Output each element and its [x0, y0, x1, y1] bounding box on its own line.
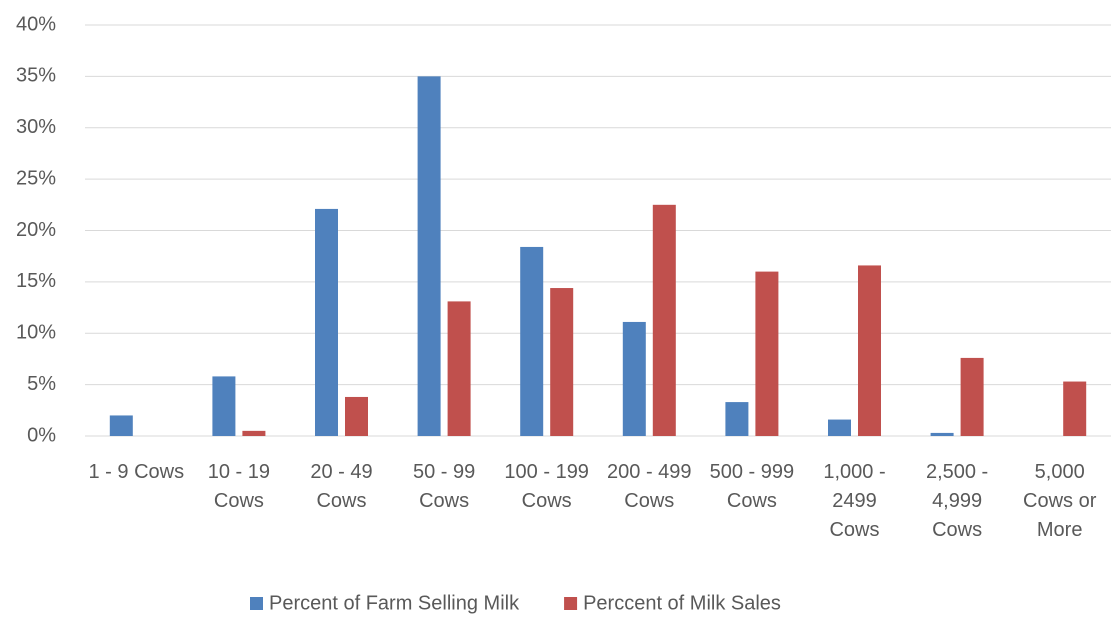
y-tick-label: 10%: [16, 322, 56, 344]
bar: [550, 288, 574, 436]
y-tick-label: 25%: [16, 167, 56, 189]
bar: [652, 204, 676, 436]
x-tick-label: 1,000 - 2499 Cows: [823, 461, 886, 541]
bar: [345, 396, 368, 436]
x-tick-label: 2,500 - 4,999 Cows: [925, 461, 989, 541]
y-tick-label: 30%: [16, 116, 56, 138]
bar: [828, 419, 851, 436]
x-tick-label: 5,000 Cows or More: [1023, 461, 1097, 541]
x-tick-label: 50 - 99 Cows: [412, 461, 476, 512]
legend-label: Percent of Farm Selling Milk: [269, 592, 520, 614]
bar: [447, 301, 471, 436]
y-tick-label: 35%: [16, 65, 56, 87]
x-tick-label: 10 - 19 Cows: [207, 461, 271, 512]
y-tick-label: 15%: [16, 270, 56, 292]
bar: [858, 265, 881, 436]
y-tick-label: 5%: [27, 373, 56, 395]
bar: [960, 357, 984, 436]
legend-label: Perccent of Milk Sales: [583, 592, 781, 614]
x-tick-label: 20 - 49 Cows: [310, 461, 373, 512]
bar: [109, 415, 133, 436]
bar: [1063, 381, 1087, 436]
bar: [725, 402, 749, 436]
bar: [622, 321, 646, 436]
x-tick-label: 200 - 499 Cows: [607, 461, 692, 512]
bar: [520, 246, 544, 436]
bar: [755, 271, 779, 436]
bar: [315, 208, 338, 436]
bar: [417, 76, 441, 436]
x-tick-label: 500 - 999 Cows: [709, 461, 795, 512]
bar: [242, 430, 266, 436]
x-tick-label: 100 - 199 Cows: [504, 461, 589, 512]
bar: [212, 376, 236, 436]
y-tick-label: 0%: [27, 424, 56, 446]
y-tick-label: 20%: [16, 219, 56, 241]
y-tick-label: 40%: [16, 13, 56, 35]
bar: [930, 432, 954, 436]
legend-swatch: [564, 597, 578, 610]
legend-swatch: [250, 597, 263, 610]
x-tick-label: 1 - 9 Cows: [88, 461, 185, 483]
